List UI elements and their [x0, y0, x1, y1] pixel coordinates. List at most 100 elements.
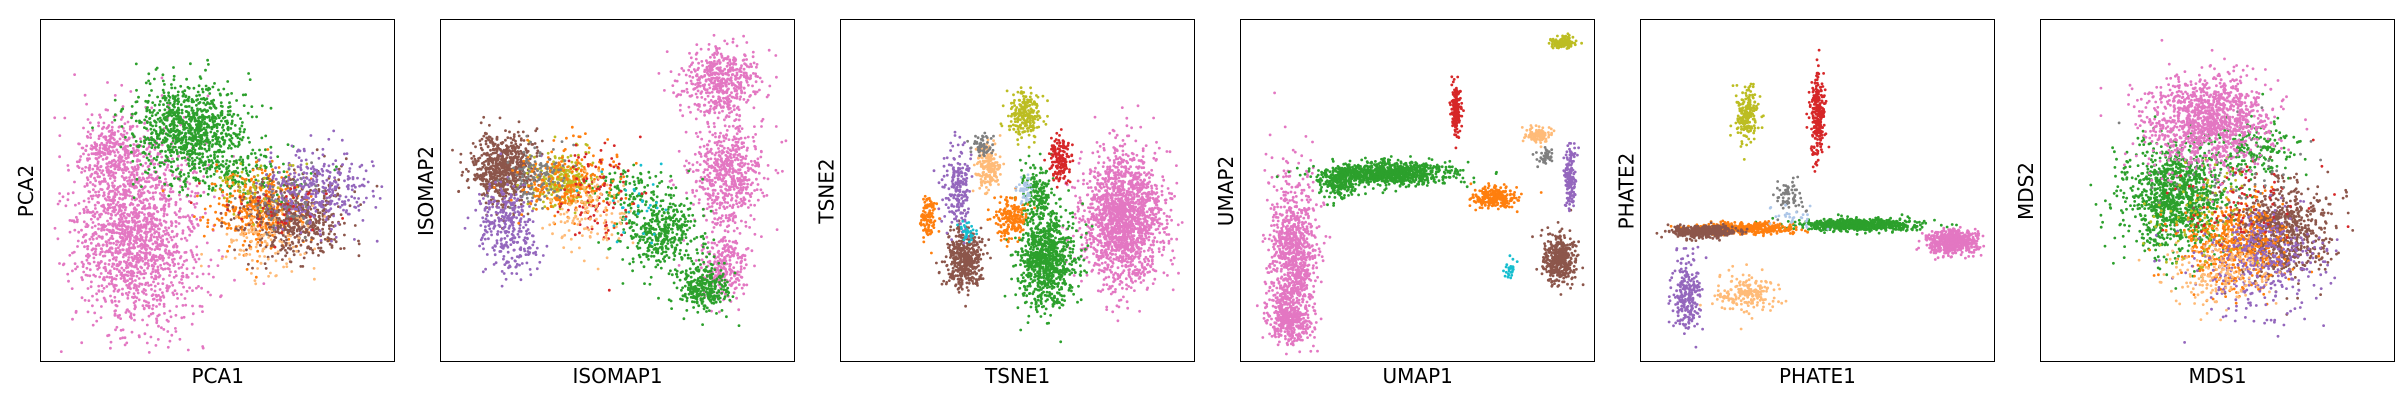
- scatter-point: [227, 146, 230, 150]
- scatter-point: [260, 168, 264, 172]
- scatter-point: [193, 195, 197, 198]
- scatter-point: [291, 164, 295, 167]
- scatter-point: [232, 163, 236, 166]
- scatter-point: [142, 276, 146, 280]
- scatter-point: [266, 148, 270, 151]
- scatter-point: [146, 266, 149, 270]
- scatter-point: [119, 337, 122, 340]
- scatter-point: [124, 253, 128, 257]
- scatter-point: [310, 161, 313, 165]
- scatter-point: [195, 103, 198, 107]
- scatter-point: [737, 108, 741, 111]
- scatter-point: [228, 195, 232, 199]
- scatter-point: [156, 338, 160, 341]
- scatter-point: [158, 227, 161, 231]
- scatter-point: [165, 237, 169, 241]
- scatter-point: [115, 243, 118, 247]
- scatter-point: [207, 264, 211, 268]
- scatter-point: [160, 184, 164, 188]
- scatter-point: [94, 190, 97, 194]
- scatter-point: [250, 105, 254, 108]
- scatter-point: [238, 206, 242, 210]
- scatter-point: [114, 328, 117, 332]
- scatter-point: [81, 265, 85, 268]
- scatter-point: [248, 200, 252, 204]
- scatter-point: [177, 154, 181, 158]
- scatter-point: [98, 113, 101, 117]
- scatter-point: [162, 305, 166, 308]
- scatter-point: [219, 163, 223, 167]
- scatter-point: [247, 262, 250, 266]
- scatter-point: [202, 234, 206, 238]
- scatter-point: [131, 259, 135, 262]
- scatter-point: [58, 262, 61, 265]
- scatter-point: [123, 277, 126, 280]
- scatter-point: [350, 188, 354, 192]
- scatter-point: [130, 197, 134, 201]
- scatter-point: [330, 194, 333, 197]
- scatter-point: [672, 91, 675, 95]
- scatter-point: [90, 280, 93, 284]
- scatter-point: [173, 86, 177, 90]
- scatter-point: [699, 47, 703, 51]
- scatter-point: [317, 156, 321, 160]
- scatter-point: [689, 56, 693, 60]
- scatter-point: [199, 218, 202, 222]
- scatter-point: [213, 223, 217, 227]
- scatter-point: [92, 273, 96, 277]
- scatter-point: [226, 80, 230, 83]
- scatter-point: [284, 248, 287, 252]
- scatter-point: [175, 232, 179, 236]
- scatter-point: [250, 152, 253, 156]
- scatter-point: [250, 177, 254, 181]
- scatter-point: [154, 183, 158, 187]
- scatter-point: [285, 238, 288, 242]
- scatter-point: [131, 257, 135, 260]
- scatter-point: [302, 176, 305, 180]
- scatter-point: [297, 156, 301, 160]
- scatter-point: [326, 188, 330, 192]
- scatter-point: [90, 144, 93, 147]
- scatter-point: [162, 122, 166, 126]
- scatter-point: [260, 241, 264, 244]
- scatter-point: [253, 279, 257, 282]
- scatter-point: [225, 166, 229, 170]
- scatter-point: [109, 237, 112, 240]
- scatter-point: [144, 115, 148, 119]
- scatter-point: [135, 125, 139, 128]
- scatter-point: [277, 217, 281, 220]
- scatter-point: [673, 79, 677, 83]
- scatter-point: [296, 150, 299, 153]
- scatter-point: [116, 315, 120, 319]
- scatter-point: [180, 237, 183, 241]
- scatter-point: [158, 100, 162, 103]
- scatter-point: [85, 135, 89, 138]
- scatter-point: [150, 220, 154, 224]
- scatter-point: [219, 176, 223, 180]
- scatter-point: [97, 222, 101, 226]
- scatter-point: [115, 188, 119, 192]
- scatter-point: [314, 200, 318, 204]
- scatter-point: [254, 164, 258, 168]
- scatter-point: [156, 243, 160, 247]
- scatter-point: [142, 198, 146, 202]
- scatter-point: [168, 101, 172, 105]
- scatter-point: [320, 204, 323, 208]
- scatter-point: [358, 184, 361, 188]
- scatter-point: [295, 196, 299, 200]
- scatter-point: [269, 162, 272, 166]
- scatter-point: [121, 168, 124, 171]
- scatter-point: [311, 237, 315, 240]
- scatter-point: [226, 113, 230, 117]
- scatter-point: [114, 213, 118, 217]
- scatter-point: [86, 274, 89, 277]
- scatter-point: [249, 247, 253, 251]
- scatter-point: [124, 176, 128, 180]
- scatter-point: [137, 277, 141, 280]
- scatter-point: [121, 293, 124, 296]
- scatter-point: [162, 162, 166, 166]
- scatter-point: [142, 269, 146, 272]
- scatter-point: [68, 253, 72, 257]
- scatter-point: [125, 131, 129, 135]
- scatter-point: [268, 160, 272, 164]
